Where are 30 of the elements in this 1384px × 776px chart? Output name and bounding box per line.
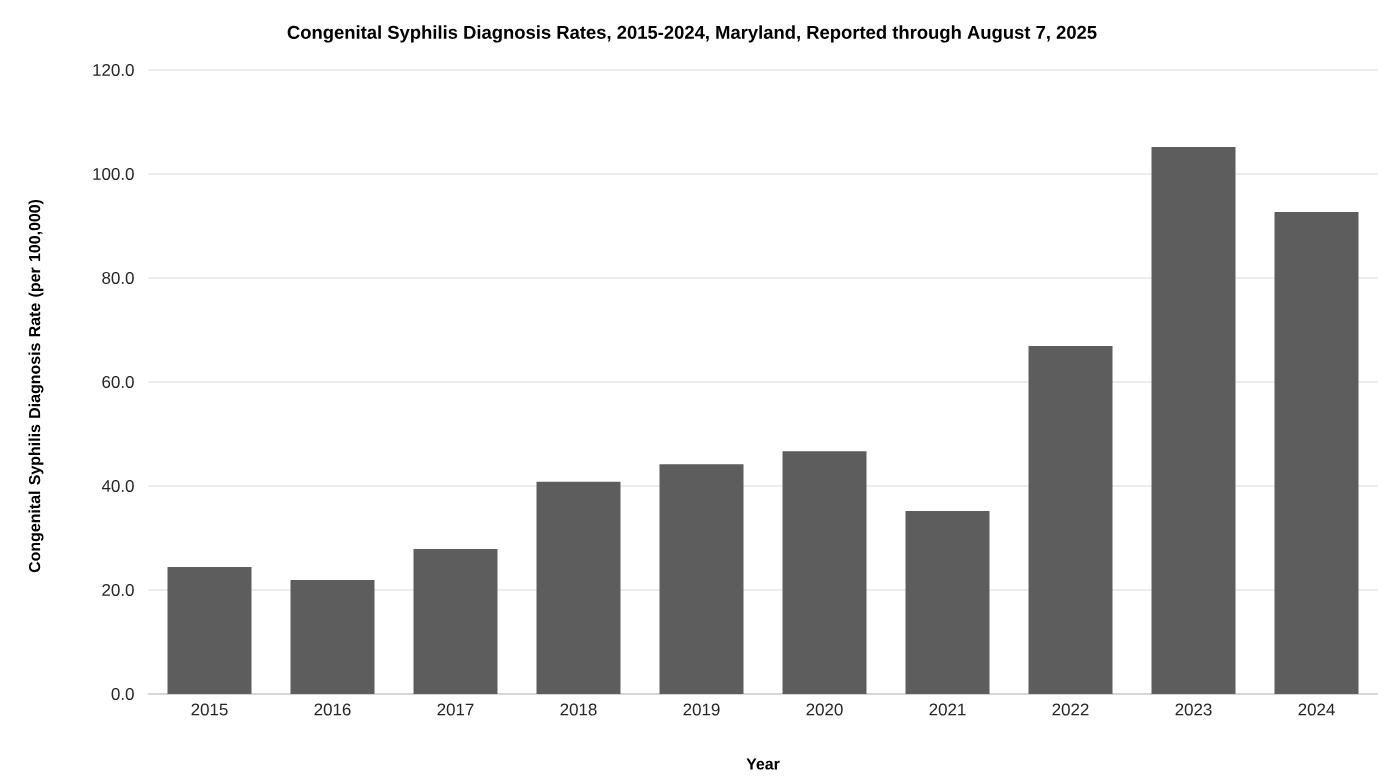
- bar: [167, 567, 252, 694]
- bar: [1028, 346, 1113, 694]
- bar: [290, 580, 375, 694]
- x-tick-label: 2023: [1175, 703, 1212, 716]
- x-tick-label: 2017: [437, 703, 474, 716]
- x-tick-label: 2022: [1052, 703, 1089, 716]
- x-tick-label: 2020: [806, 703, 843, 716]
- chart-title: Congenital Syphilis Diagnosis Rates, 2015-2024, Maryland, Reported through August 7, 2025: [287, 25, 1097, 43]
- y-tick-label: 60.0: [102, 375, 134, 388]
- bar: [1151, 146, 1236, 694]
- bar: [659, 464, 744, 694]
- y-tick-label: 0.0: [111, 688, 134, 700]
- bar: [905, 510, 990, 694]
- x-tick-label: 2018: [560, 703, 597, 716]
- y-tick-label: 100.0: [93, 167, 134, 180]
- bar: [782, 451, 867, 694]
- y-axis-title: Congenital Syphilis Diagnosis Rate (per 100,000): [28, 199, 44, 573]
- y-tick-label: 80.0: [102, 271, 134, 284]
- x-tick-label: 2024: [1298, 703, 1335, 716]
- x-tick-label: 2019: [683, 703, 720, 716]
- bar: [1274, 211, 1359, 694]
- x-axis-title: Year: [746, 758, 780, 770]
- x-tick-label: 2016: [314, 703, 351, 716]
- bar: [413, 548, 498, 694]
- x-tick-label: 2021: [929, 703, 966, 716]
- x-tick-label: 2015: [191, 703, 228, 716]
- bar: [536, 481, 621, 694]
- y-tick-label: 40.0: [101, 480, 134, 492]
- y-tick-label: 20.0: [102, 584, 134, 596]
- y-tick-label: 120.0: [93, 63, 134, 76]
